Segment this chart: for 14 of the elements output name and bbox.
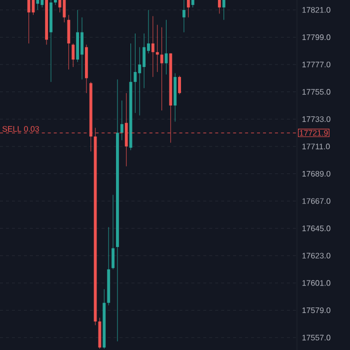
candlestick [160, 27, 164, 111]
candlestick [134, 33, 137, 114]
candlestick [186, 0, 190, 18]
candlestick [27, 0, 30, 44]
candlestick [112, 194, 114, 270]
candlestick [218, 0, 221, 14]
candlestick [151, 16, 154, 78]
candlestick [182, 0, 186, 33]
candlestick [120, 100, 124, 140]
candlestick [222, 0, 226, 20]
candlestick [178, 75, 181, 95]
candlestick [67, 14, 70, 70]
candlestick [156, 24, 159, 72]
candlestick [72, 43, 75, 68]
